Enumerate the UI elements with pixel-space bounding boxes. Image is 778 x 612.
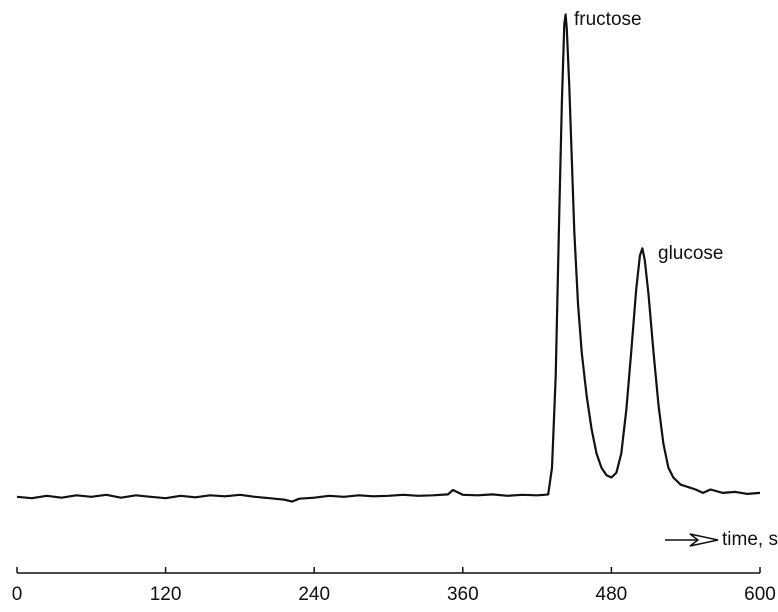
annotation: time, sec (722, 529, 778, 550)
x-tick-label: 0 (12, 584, 23, 605)
x-tick-label: 600 (744, 584, 776, 605)
x-tick-label: 360 (447, 584, 479, 605)
x-tick-label: 120 (150, 584, 182, 605)
signal-line (16, 13, 761, 503)
annotation: glucose (658, 243, 724, 264)
x-tick-label: 240 (298, 584, 330, 605)
annotation: fructose (574, 9, 642, 30)
x-tick-label: 480 (596, 584, 628, 605)
arrow-head (689, 533, 719, 547)
